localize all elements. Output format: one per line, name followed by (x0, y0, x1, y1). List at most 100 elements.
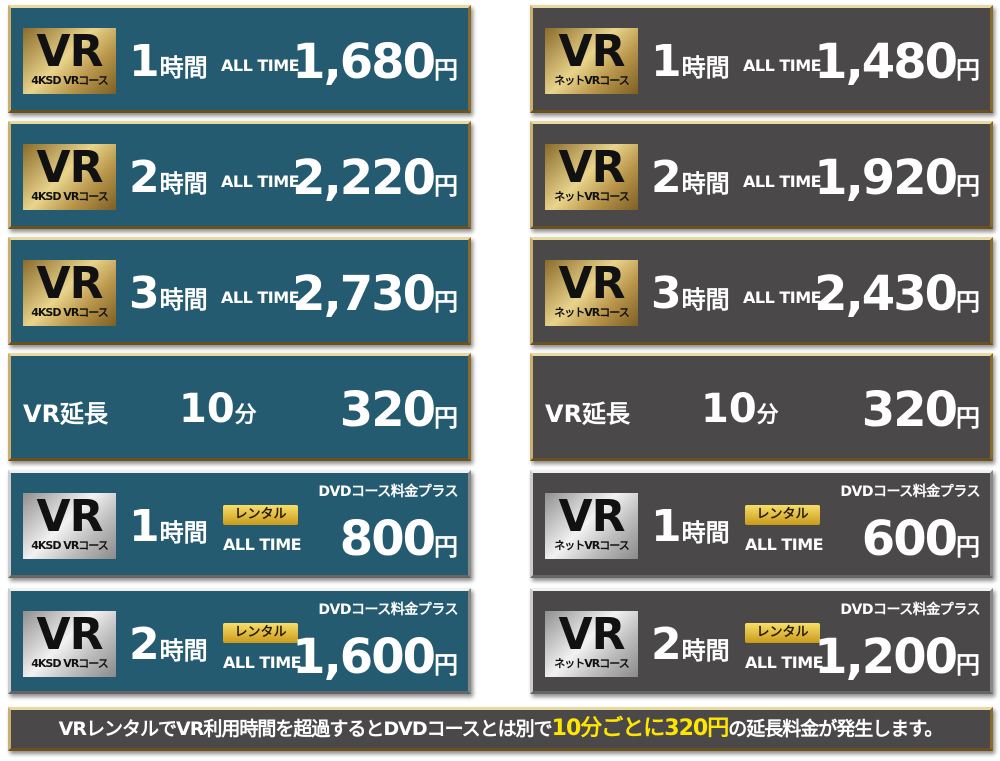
extension-label: VR延長 (23, 400, 109, 428)
course-name: 4KSD VRコース (31, 74, 109, 87)
yen-unit: 円 (956, 651, 980, 679)
yen-unit: 円 (434, 533, 458, 561)
duration-number: 1 (129, 36, 160, 87)
vr-logo: VR (558, 258, 626, 309)
duration-unit: 時間 (159, 170, 208, 198)
yen-unit: 円 (434, 288, 458, 316)
duration: 3時間 (651, 268, 730, 319)
course-name: 4KSD VRコース (31, 657, 109, 670)
all-time-label: ALL TIME (221, 56, 300, 75)
price-amount: 2,220 (292, 150, 436, 206)
price: 320円 (340, 382, 458, 438)
duration: 2時間 (129, 619, 208, 670)
course-name: ネットVRコース (554, 190, 629, 203)
vr-logo: VR (36, 26, 104, 77)
price: 2,430円 (814, 266, 980, 322)
duration-unit: 時間 (159, 637, 208, 665)
duration: 1時間 (651, 36, 730, 87)
course-name: 4KSD VRコース (31, 306, 109, 319)
duration: 2時間 (651, 152, 730, 203)
duration-number: 2 (651, 152, 682, 203)
right-price-card-6: VR ネットVRコース 2時間 レンタル ALL TIME DVDコース料金プラス 1,20… (530, 588, 993, 694)
duration-number: 2 (651, 619, 682, 670)
vr-course-badge: VR ネットVRコース (545, 144, 638, 210)
duration-number: 1 (129, 501, 160, 552)
duration: 1時間 (651, 501, 730, 552)
vr-course-badge: VR ネットVRコース (545, 260, 638, 326)
course-name: 4KSD VRコース (31, 539, 109, 552)
yen-unit: 円 (956, 56, 980, 84)
price-amount: 1,680 (292, 34, 436, 90)
vr-course-badge: VR ネットVRコース (545, 611, 638, 677)
duration-number: 1 (651, 36, 682, 87)
extension-minutes: 10 (179, 386, 235, 432)
rental-tag: レンタル (223, 623, 298, 643)
all-time-label: ALL TIME (743, 56, 822, 75)
price: 1,680円 (292, 34, 458, 90)
right-price-card-4: VR延長 10分 320円 (530, 353, 993, 461)
right-price-card-3: VR ネットVRコース 3時間 ALL TIME 2,430円 (530, 237, 993, 345)
price: 320円 (862, 382, 980, 438)
vr-logo: VR (558, 609, 626, 660)
course-name: ネットVRコース (554, 306, 629, 319)
yen-unit: 円 (434, 172, 458, 200)
vr-course-badge: VR 4KSD VRコース (23, 493, 116, 559)
left-price-card-5: VR 4KSD VRコース 1時間 レンタル ALL TIME DVDコース料金プラス 80… (8, 470, 471, 578)
yen-unit: 円 (956, 404, 980, 432)
yen-unit: 円 (956, 533, 980, 561)
dvd-course-plus-label: DVDコース料金プラス (840, 602, 980, 618)
vr-course-badge: VR 4KSD VRコース (23, 611, 116, 677)
price-amount: 2,430 (814, 266, 958, 322)
duration-number: 3 (129, 268, 160, 319)
yen-unit: 円 (434, 651, 458, 679)
price-amount: 800 (339, 511, 436, 567)
notice-text: VRレンタルでVR利用時間を超過するとDVDコースとは別で (58, 718, 553, 740)
vr-course-badge: VR ネットVRコース (545, 28, 638, 94)
vr-logo: VR (558, 491, 626, 542)
duration-unit: 時間 (159, 519, 208, 547)
vr-logo: VR (558, 142, 626, 193)
extension-duration: 10分 (701, 386, 779, 432)
all-time-label: ALL TIME (743, 288, 822, 307)
left-price-card-3: VR 4KSD VRコース 3時間 ALL TIME 2,730円 (8, 237, 471, 345)
minute-unit: 分 (756, 403, 779, 428)
price: 1,920円 (814, 150, 980, 206)
price-amount: 1,480 (814, 34, 958, 90)
all-time-label: ALL TIME (221, 288, 300, 307)
price-amount: 1,200 (814, 629, 958, 685)
dvd-course-plus-label: DVDコース料金プラス (318, 602, 458, 618)
duration-number: 3 (651, 268, 682, 319)
vr-course-badge: VR 4KSD VRコース (23, 260, 116, 326)
duration-unit: 時間 (681, 637, 730, 665)
vr-logo: VR (558, 26, 626, 77)
duration: 2時間 (651, 619, 730, 670)
duration-unit: 時間 (681, 170, 730, 198)
left-price-card-4: VR延長 10分 320円 (8, 353, 471, 461)
duration: 2時間 (129, 152, 208, 203)
all-time-label: ALL TIME (223, 653, 302, 672)
duration-unit: 時間 (159, 54, 208, 82)
price: 2,220円 (292, 150, 458, 206)
vr-course-badge: VR 4KSD VRコース (23, 144, 116, 210)
course-name: ネットVRコース (554, 657, 629, 670)
price-amount: 600 (861, 511, 958, 567)
price-amount: 320 (339, 382, 436, 438)
minute-unit: 分 (234, 403, 257, 428)
price-amount: 1,600 (292, 629, 436, 685)
vr-logo: VR (36, 258, 104, 309)
duration-number: 1 (651, 501, 682, 552)
all-time-label: ALL TIME (745, 653, 824, 672)
price: 1,480円 (814, 34, 980, 90)
all-time-label: ALL TIME (743, 172, 822, 191)
price-amount: 2,730 (292, 266, 436, 322)
extension-minutes: 10 (701, 386, 757, 432)
right-price-card-2: VR ネットVRコース 2時間 ALL TIME 1,920円 (530, 121, 993, 229)
right-price-card-5: VR ネットVRコース 1時間 レンタル ALL TIME DVDコース料金プラス 600円 (530, 470, 993, 578)
notice-banner: VRレンタルでVR利用時間を超過するとDVDコースとは別で10分ごとに320円の… (8, 707, 993, 751)
left-price-card-6: VR 4KSD VRコース 2時間 レンタル ALL TIME DVDコース料金プラス 1,… (8, 588, 471, 694)
dvd-course-plus-label: DVDコース料金プラス (840, 484, 980, 500)
yen-unit: 円 (434, 56, 458, 84)
yen-unit: 円 (956, 288, 980, 316)
dvd-course-plus-label: DVDコース料金プラス (318, 484, 458, 500)
notice-highlight-price: 320円 (664, 716, 729, 741)
